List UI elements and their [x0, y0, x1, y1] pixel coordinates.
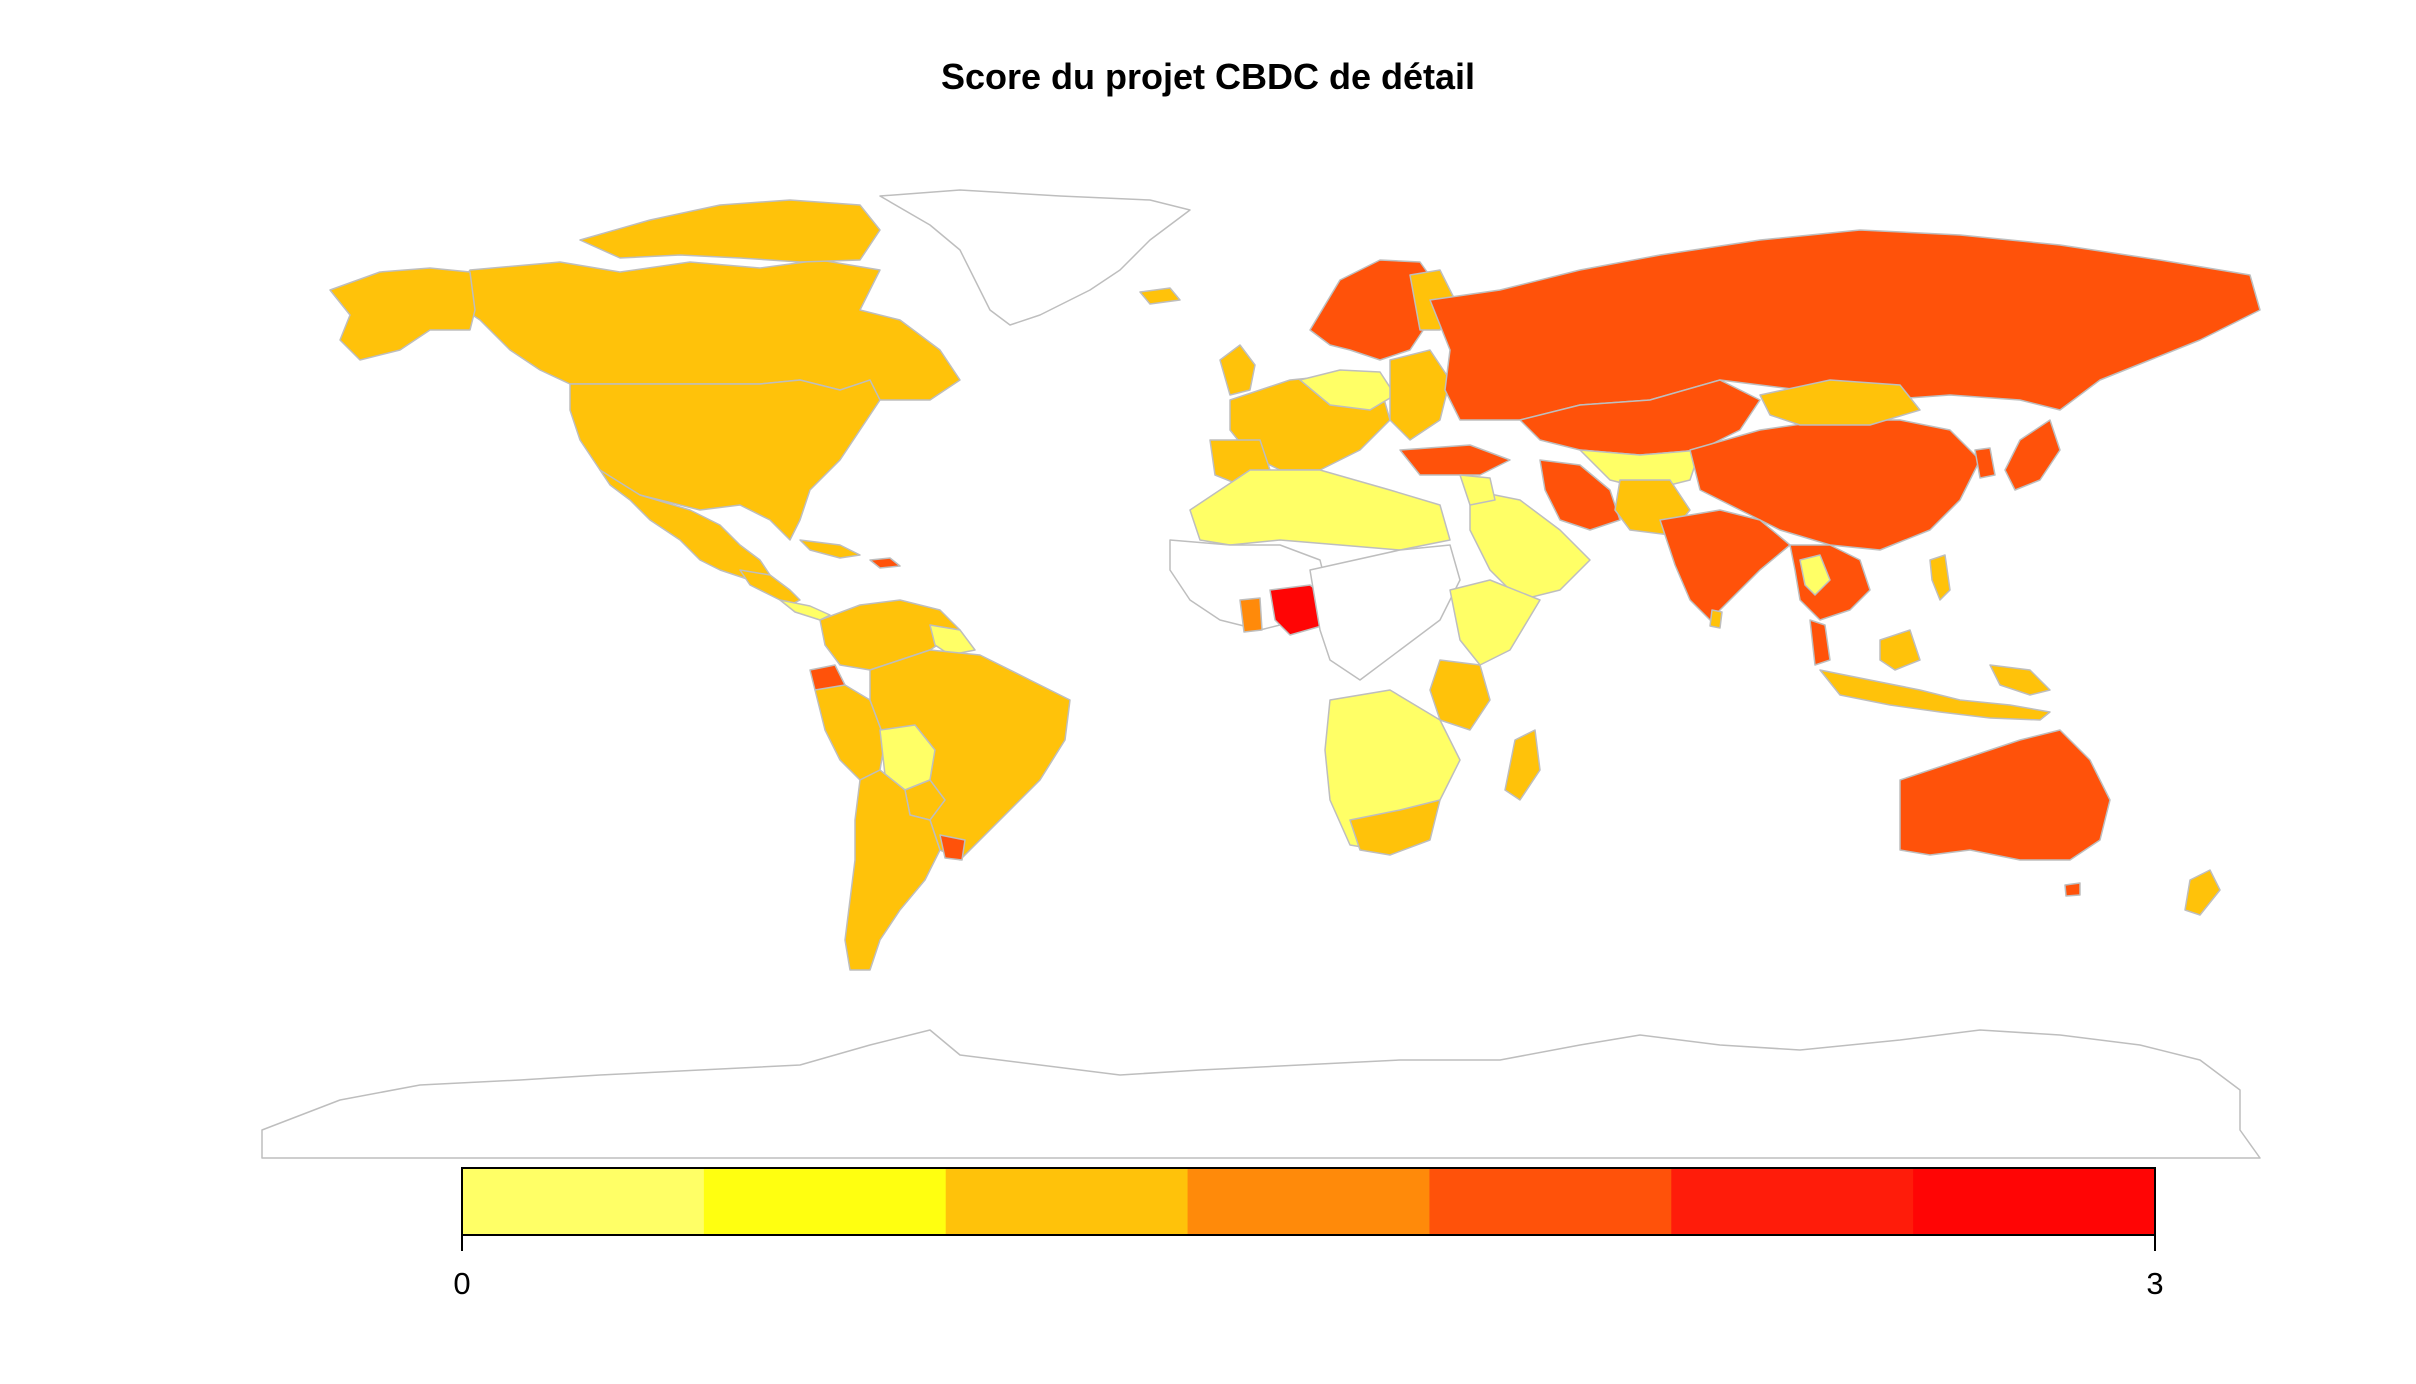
- country-japan: [2004, 419, 2061, 491]
- legend-min-label: 0: [453, 1266, 471, 1301]
- country-panama: [779, 599, 831, 621]
- country-central-america: [739, 569, 801, 606]
- country-levant: [1459, 474, 1496, 506]
- country-arabia: [1469, 489, 1591, 601]
- country-iran: [1539, 459, 1621, 531]
- country-indonesia: [1819, 669, 2051, 721]
- country-antarctica: [261, 1029, 2261, 1159]
- country-malay-peninsula: [1809, 619, 1831, 666]
- country-canada: [449, 259, 961, 401]
- country-new-zealand: [2184, 869, 2221, 916]
- country-central-africa: [1309, 544, 1461, 681]
- country-ethiopia-somalia: [1449, 579, 1541, 666]
- country-north-africa: [1189, 469, 1451, 551]
- country-india: [1659, 509, 1791, 621]
- country-turkey: [1399, 444, 1511, 476]
- country-korea: [1974, 447, 1996, 479]
- country-thailand: [1799, 554, 1831, 596]
- country-kazakhstan: [1519, 379, 1761, 456]
- country-uruguay: [939, 834, 966, 861]
- country-madagascar: [1504, 729, 1541, 801]
- country-southeast-asia: [1789, 544, 1871, 621]
- country-iceland: [1139, 287, 1181, 305]
- country-borneo: [1879, 629, 1921, 671]
- country-mongolia: [1759, 379, 1921, 426]
- country-cuba: [799, 539, 861, 559]
- legend-swatch-6: [1913, 1168, 2156, 1235]
- country-hispaniola: [869, 557, 901, 569]
- country-philippines: [1929, 554, 1951, 601]
- country-east-africa: [1429, 659, 1491, 731]
- legend-max-label: 3: [2146, 1266, 2164, 1301]
- country-usa-alaska: [329, 267, 476, 361]
- map-title: Score du projet CBDC de détail: [940, 56, 1476, 97]
- country-argentina-chile: [844, 769, 941, 971]
- legend-swatch-0: [462, 1168, 705, 1235]
- country-greenland: [879, 189, 1191, 326]
- legend-swatch-3: [1187, 1168, 1430, 1235]
- country-tasmania: [2064, 882, 2081, 897]
- legend-swatch-2: [945, 1168, 1189, 1235]
- country-eastern-europe: [1389, 349, 1451, 441]
- country-new-guinea: [1989, 664, 2051, 696]
- country-sri-lanka: [1709, 609, 1723, 629]
- country-south-africa: [1349, 799, 1441, 856]
- legend-swatch-5: [1671, 1168, 1914, 1235]
- legend-swatch-4: [1429, 1168, 1672, 1235]
- country-ghana: [1239, 597, 1263, 633]
- country-canada-islands: [579, 199, 881, 263]
- country-uk: [1219, 344, 1256, 396]
- country-usa: [569, 379, 881, 541]
- color-legend: [461, 1167, 2156, 1251]
- country-australia: [1899, 729, 2111, 861]
- legend-frame: [461, 1167, 2156, 1236]
- legend-swatch-1: [703, 1168, 947, 1235]
